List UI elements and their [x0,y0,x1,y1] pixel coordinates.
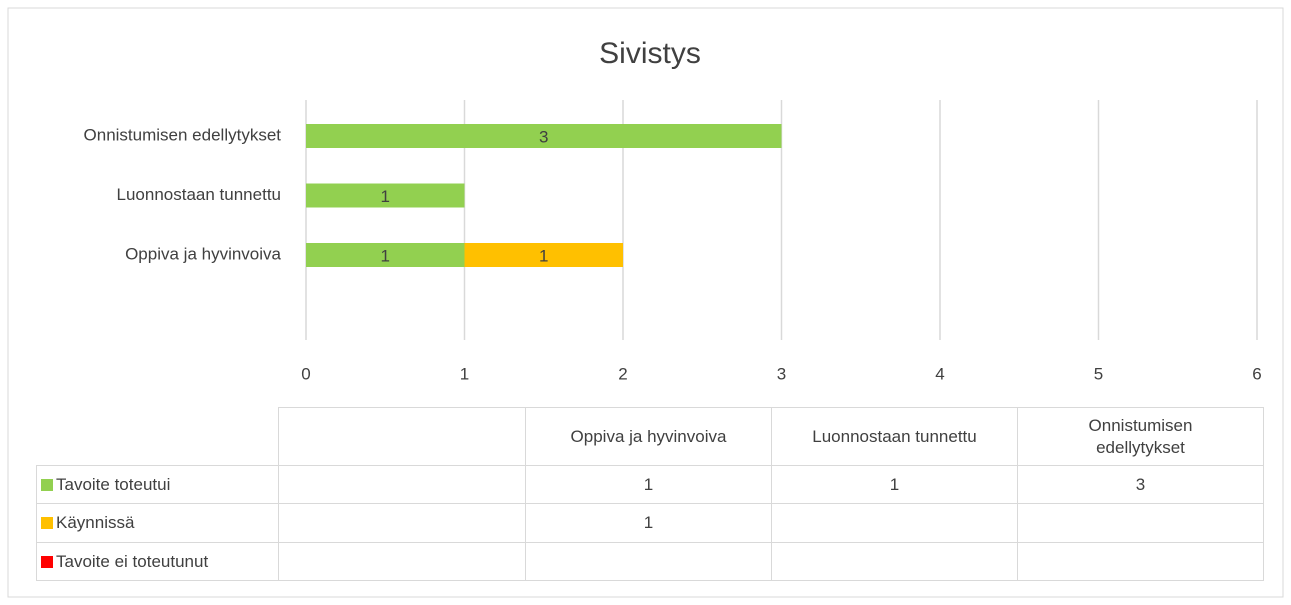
table-cell [1017,503,1264,543]
table-corner [278,407,526,466]
chart-frame [7,7,1284,598]
table-cell: 1 [525,503,772,543]
x-tick-label: 5 [1094,364,1103,383]
table-cell [771,542,1018,581]
table-cell [278,542,526,581]
x-tick-label: 3 [777,364,786,383]
x-tick-label: 0 [301,364,310,383]
bar [464,243,623,267]
table-cell [525,542,772,581]
bar [306,183,465,208]
table-value: 3 [1135,474,1146,494]
x-tick-label: 4 [935,364,944,383]
bar [306,243,465,267]
legend-label: Tavoite toteutui [56,474,171,494]
table-value: 1 [643,513,654,532]
table-header-text: Oppiva ja hyvinvoiva [570,426,727,446]
x-tick-label: 2 [618,364,627,383]
legend-key [41,517,53,529]
legend-key [41,478,53,491]
data-label: 1 [381,187,390,206]
y-tick-label: Onnistumisen edellytykset [84,125,282,144]
table-header: Luonnostaan tunnettu [771,407,1018,466]
legend-cell: Tavoite toteutui [36,465,279,504]
table-header: Oppiva ja hyvinvoiva [525,407,772,466]
table-cell [1017,542,1264,581]
table-cell [278,465,526,504]
legend-label: Käynnissä [56,513,135,532]
data-label: 1 [539,246,548,265]
table-cell [771,503,1018,543]
table-value: 1 [889,474,900,494]
legend-label: Tavoite ei toteutunut [56,551,209,571]
table-cell [278,503,526,543]
data-label: 1 [381,246,390,265]
chart-title: Sivistys [599,37,701,70]
table-header: Onnistumisen edellytykset [1017,407,1264,466]
legend-cell: Käynnissä [36,503,279,543]
bar [306,124,782,148]
legend-cell: Tavoite ei toteutunut [36,542,279,581]
y-tick-label: Oppiva ja hyvinvoiva [125,244,281,263]
table-value: 1 [643,474,654,494]
x-tick-label: 6 [1252,364,1261,383]
data-label: 3 [539,127,548,146]
table-header-text: Onnistumisen edellytykset [1088,415,1193,457]
legend-key [41,555,53,568]
table-cell: 1 [525,465,772,504]
table-cell: 3 [1017,465,1264,504]
x-tick-label: 1 [460,364,469,383]
y-tick-label: Luonnostaan tunnettu [117,185,281,204]
table-header-text: Luonnostaan tunnettu [812,426,977,446]
table-cell: 1 [771,465,1018,504]
